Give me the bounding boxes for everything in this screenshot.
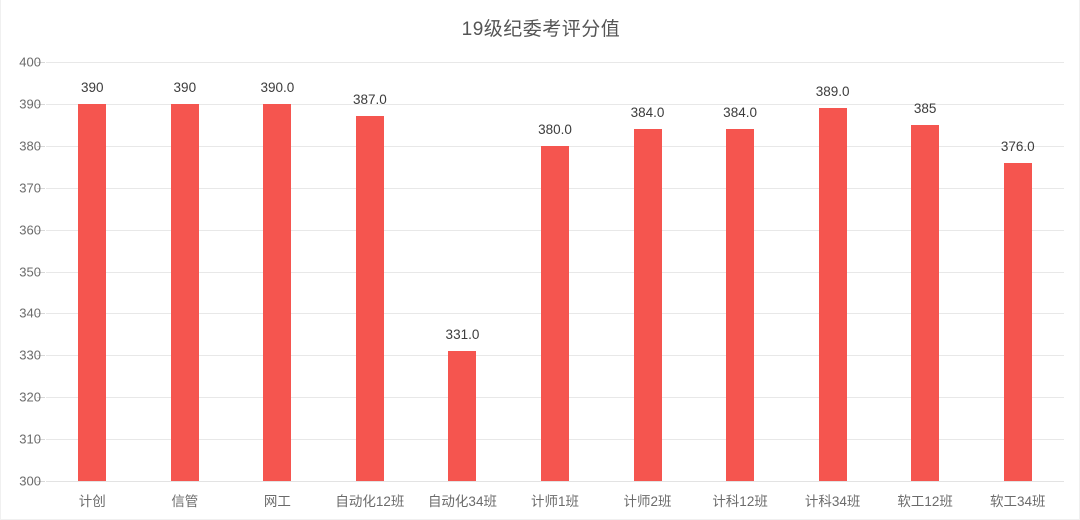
y-axis-tick bbox=[37, 187, 45, 189]
x-axis-label: 计科12班 bbox=[712, 494, 768, 509]
x-axis-label: 计科34班 bbox=[804, 494, 861, 509]
x-axis-label: 计师1班 bbox=[530, 494, 580, 509]
bar-value-label: 387.0 bbox=[353, 92, 387, 108]
y-axis-tick bbox=[37, 229, 45, 231]
y-axis-label: 340 bbox=[19, 305, 41, 321]
y-axis-tick bbox=[37, 271, 45, 273]
bar[interactable] bbox=[448, 351, 477, 481]
bar-value-label: 384.0 bbox=[630, 105, 665, 121]
bar[interactable] bbox=[726, 129, 755, 481]
y-axis-tick bbox=[37, 481, 45, 482]
bar-value-label: 376.0 bbox=[1000, 138, 1035, 154]
y-axis-tick bbox=[37, 103, 45, 105]
bar-value-label: 331.0 bbox=[445, 327, 480, 343]
bar[interactable] bbox=[541, 145, 569, 481]
x-axis-label: 计师2班 bbox=[623, 494, 672, 509]
bar[interactable] bbox=[355, 116, 384, 481]
y-axis-tick bbox=[37, 145, 45, 147]
bar[interactable] bbox=[1003, 162, 1032, 481]
bar-value-label: 390 bbox=[81, 79, 104, 95]
chart-title: 19级纪委考评分值 bbox=[461, 19, 621, 40]
bar-value-label: 380.0 bbox=[538, 121, 572, 137]
y-axis-label: 330 bbox=[19, 347, 41, 363]
bar-value-label: 390 bbox=[173, 79, 197, 95]
y-axis-tick bbox=[37, 355, 45, 357]
y-axis-label: 390 bbox=[19, 96, 41, 112]
y-axis-tick bbox=[37, 313, 45, 315]
x-axis-label: 信管 bbox=[171, 494, 199, 509]
y-axis-label: 320 bbox=[19, 389, 41, 405]
bar[interactable] bbox=[78, 103, 107, 481]
y-axis-tick bbox=[37, 397, 45, 399]
bar-value-label: 385 bbox=[913, 100, 937, 116]
bar[interactable] bbox=[263, 103, 292, 481]
gridline bbox=[46, 103, 1064, 105]
gridline bbox=[46, 481, 1064, 482]
y-axis-label: 400 bbox=[19, 54, 41, 70]
x-axis-label: 自动化12班 bbox=[335, 494, 405, 509]
bar-value-label: 389.0 bbox=[815, 84, 850, 100]
y-axis-label: 310 bbox=[19, 431, 41, 447]
bar[interactable] bbox=[633, 129, 662, 481]
y-axis-label: 380 bbox=[19, 138, 41, 154]
x-axis-label: 计创 bbox=[78, 494, 106, 509]
bar[interactable] bbox=[911, 124, 940, 481]
y-axis-label: 350 bbox=[19, 264, 41, 279]
y-axis-tick bbox=[37, 439, 45, 441]
x-axis-label: 自动化34班 bbox=[427, 494, 497, 509]
bar-value-label: 390.0 bbox=[260, 79, 295, 95]
bar[interactable] bbox=[170, 103, 199, 481]
x-axis-label: 网工 bbox=[263, 494, 291, 509]
bar-value-label: 384.0 bbox=[723, 105, 757, 121]
gridline bbox=[46, 62, 1064, 63]
plot-area: 400 390 380 370 360 350 340 330 320 310 300 390 390 3… bbox=[19, 55, 1064, 489]
x-axis-label: 软工34班 bbox=[989, 494, 1046, 509]
bar[interactable] bbox=[818, 108, 847, 481]
y-axis-label: 300 bbox=[19, 473, 41, 489]
x-axis-label: 软工12班 bbox=[897, 494, 953, 509]
y-axis-label: 360 bbox=[19, 222, 41, 238]
y-axis-label: 370 bbox=[19, 180, 41, 196]
y-axis-tick bbox=[37, 62, 45, 63]
